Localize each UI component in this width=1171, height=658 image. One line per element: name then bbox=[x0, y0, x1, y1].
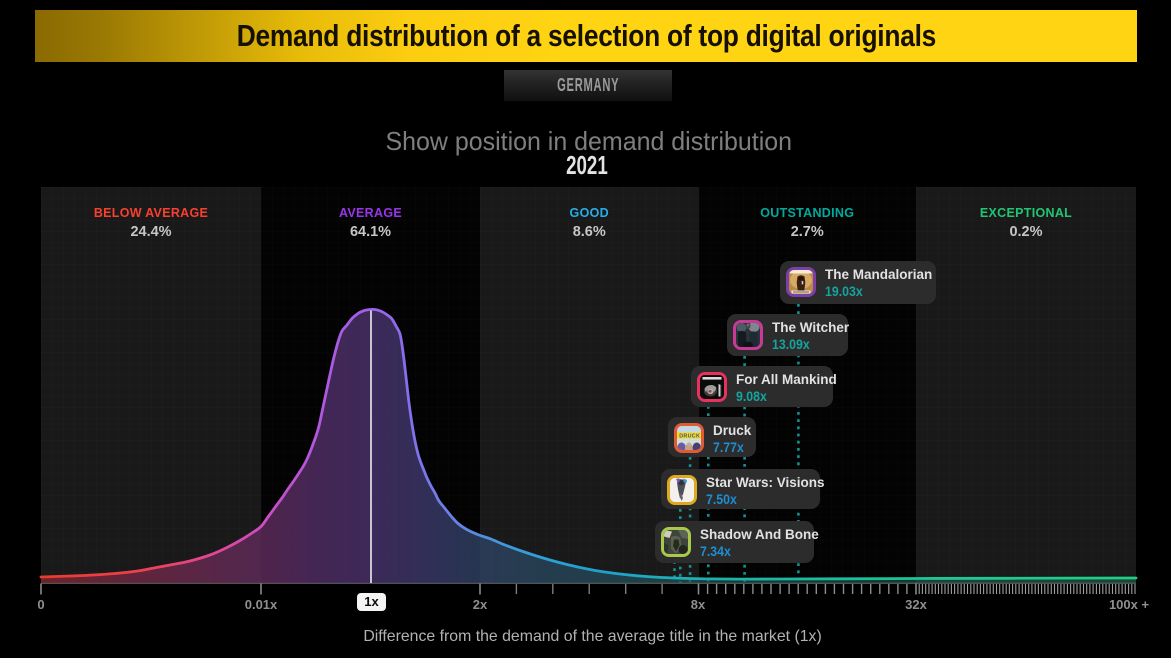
svg-text:DRUCK: DRUCK bbox=[679, 433, 700, 439]
